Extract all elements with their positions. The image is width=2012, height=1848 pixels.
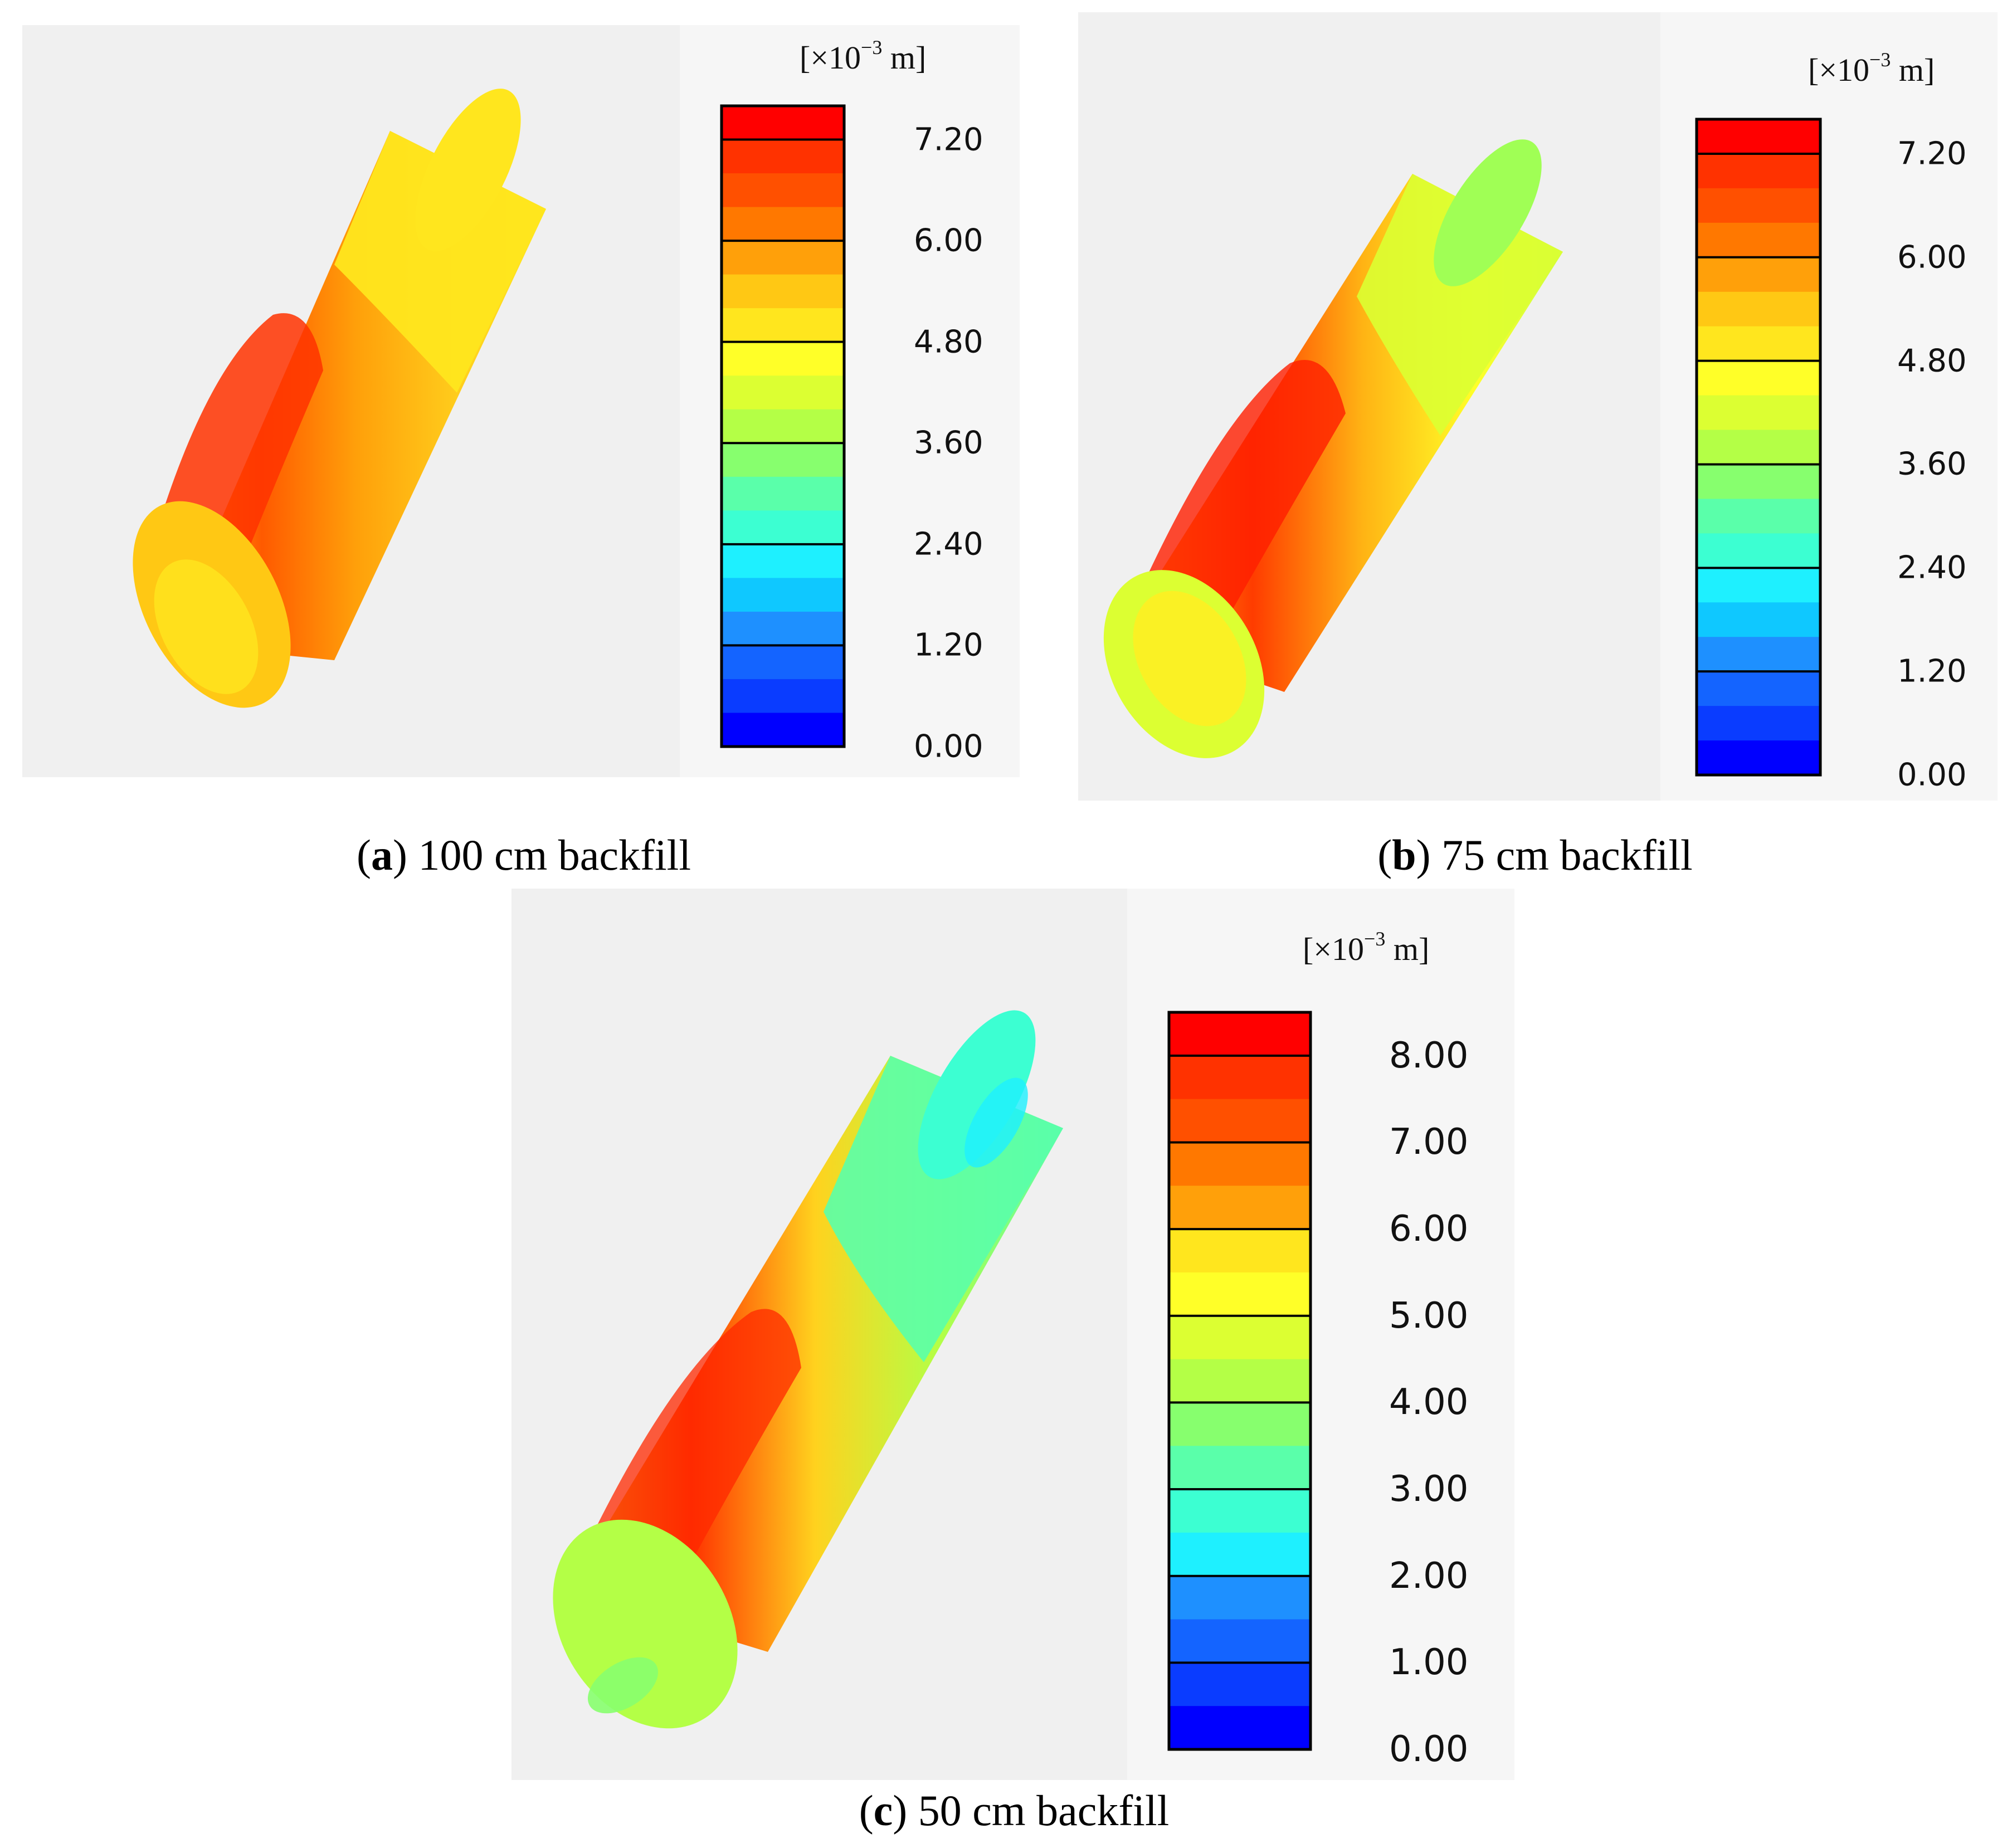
colorbar-tick-label: 1.20 <box>914 627 983 664</box>
colorbar-band <box>1697 499 1820 534</box>
colorbar-tick-label: 7.20 <box>914 121 983 158</box>
colorbar-band <box>722 679 844 714</box>
colorbar-band <box>1169 1272 1311 1316</box>
colorbar-band <box>1697 291 1820 327</box>
colorbar-band <box>1697 533 1820 568</box>
cylinder-a <box>133 89 546 708</box>
colorbar-band <box>722 578 844 612</box>
colorbar-band <box>1169 1402 1311 1446</box>
colorbar-band <box>1697 568 1820 603</box>
colorbar-tick-label: 3.60 <box>1897 446 1967 482</box>
colorbar-band <box>1169 1055 1311 1100</box>
colorbar-band <box>722 611 844 646</box>
colorbar-band <box>722 476 844 511</box>
colorbar-tick-label: 3.00 <box>1389 1469 1469 1510</box>
colorbar-band <box>1169 1619 1311 1663</box>
colorbar-tick-label: 6.00 <box>1389 1208 1469 1250</box>
colorbar-band <box>722 443 844 477</box>
unit-label-a: [×10−3 m] <box>800 36 927 76</box>
colorbar-band <box>1697 464 1820 500</box>
contour-plot-a <box>22 25 1020 777</box>
colorbar-band <box>1697 360 1820 396</box>
colorbar-band <box>1697 222 1820 258</box>
colorbar-band <box>1697 430 1820 465</box>
colorbar-band <box>1169 1446 1311 1490</box>
colorbar-a <box>720 104 846 748</box>
colorbar-band <box>1169 1229 1311 1273</box>
colorbar-tick-label: 6.00 <box>1897 239 1967 276</box>
panel-a: [×10−3 m] 7.20 6.00 4.80 3.60 2.40 1.20 0.00 <box>22 25 1020 777</box>
colorbar-band <box>722 207 844 241</box>
colorbar-border <box>1167 1011 1312 1751</box>
colorbar-band <box>722 645 844 680</box>
colorbar-band <box>1169 1012 1311 1056</box>
caption-a: (a) 100 cm backfill <box>357 831 691 879</box>
colorbar-band <box>1697 706 1820 741</box>
colorbar-tick-label: 2.40 <box>914 526 983 563</box>
colorbar-band <box>1169 1099 1311 1143</box>
panel-b: [×10−3 m] 7.20 6.00 4.80 3.60 2.40 1.20 0.00 <box>1078 12 1998 801</box>
colorbar-band <box>722 274 844 309</box>
unit-label-c: [×10−3 m] <box>1303 928 1430 967</box>
colorbar-band <box>1697 395 1820 431</box>
colorbar-band <box>1169 1142 1311 1186</box>
colorbar-tick-label: 6.00 <box>914 222 983 259</box>
colorbar-tick-label: 0.00 <box>914 728 983 765</box>
colorbar-band <box>1169 1359 1311 1403</box>
colorbar-c <box>1167 1011 1312 1751</box>
colorbar-tick-label: 8.00 <box>1389 1035 1469 1076</box>
colorbar-band <box>1697 326 1820 362</box>
caption-b: (b) 75 cm backfill <box>1377 831 1693 879</box>
colorbar-b <box>1695 118 1822 777</box>
colorbar-band <box>1697 119 1820 154</box>
colorbar-band <box>722 241 844 275</box>
colorbar-band <box>1697 257 1820 292</box>
colorbar-band <box>722 173 844 208</box>
colorbar-border <box>1695 118 1822 777</box>
cylinder-c <box>553 1010 1063 1729</box>
contour-plot-c <box>511 889 1514 1780</box>
colorbar-band <box>1697 188 1820 223</box>
unit-label-b: [×10−3 m] <box>1808 48 1935 88</box>
colorbar-band <box>1169 1532 1311 1577</box>
colorbar-band <box>1169 1576 1311 1620</box>
panel-c: [×10−3 m] 8.00 7.00 6.00 5.00 4.00 3.00 2.00 1.… <box>511 889 1514 1780</box>
contour-plot-b <box>1078 12 1998 801</box>
colorbar-tick-label: 7.00 <box>1389 1122 1469 1163</box>
colorbar-band <box>722 342 844 376</box>
colorbar-band <box>722 510 844 545</box>
colorbar-band <box>1697 153 1820 189</box>
colorbar-band <box>722 139 844 174</box>
colorbar-band <box>1697 671 1820 706</box>
colorbar-band <box>722 106 844 140</box>
colorbar-tick-label: 1.20 <box>1897 653 1967 690</box>
colorbar-tick-label: 7.20 <box>1897 135 1967 172</box>
colorbar-band <box>1169 1186 1311 1230</box>
colorbar-band <box>722 376 844 410</box>
colorbar-band <box>1169 1706 1311 1750</box>
colorbar-tick-label: 3.60 <box>914 425 983 461</box>
colorbar-band <box>722 713 844 747</box>
colorbar-tick-label: 0.00 <box>1389 1729 1469 1770</box>
colorbar-tick-label: 4.80 <box>914 324 983 360</box>
colorbar-tick-label: 4.80 <box>1897 343 1967 379</box>
colorbar-tick-label: 2.40 <box>1897 549 1967 586</box>
colorbar-band <box>1169 1662 1311 1706</box>
colorbar-band <box>722 308 844 343</box>
colorbar-tick-label: 5.00 <box>1389 1295 1469 1337</box>
colorbar-band <box>1169 1315 1311 1360</box>
colorbar-band <box>1697 637 1820 672</box>
colorbar-tick-label: 4.00 <box>1389 1382 1469 1423</box>
colorbar-band <box>722 409 844 443</box>
cylinder-b <box>1103 139 1563 758</box>
caption-c: (c) 50 cm backfill <box>859 1786 1170 1835</box>
colorbar-tick-label: 0.00 <box>1897 757 1967 793</box>
colorbar-band <box>1697 740 1820 776</box>
colorbar-tick-label: 2.00 <box>1389 1555 1469 1597</box>
colorbar-band <box>1169 1489 1311 1533</box>
colorbar-band <box>722 544 844 578</box>
colorbar-band <box>1697 602 1820 637</box>
colorbar-border <box>720 104 846 748</box>
colorbar-tick-label: 1.00 <box>1389 1642 1469 1684</box>
